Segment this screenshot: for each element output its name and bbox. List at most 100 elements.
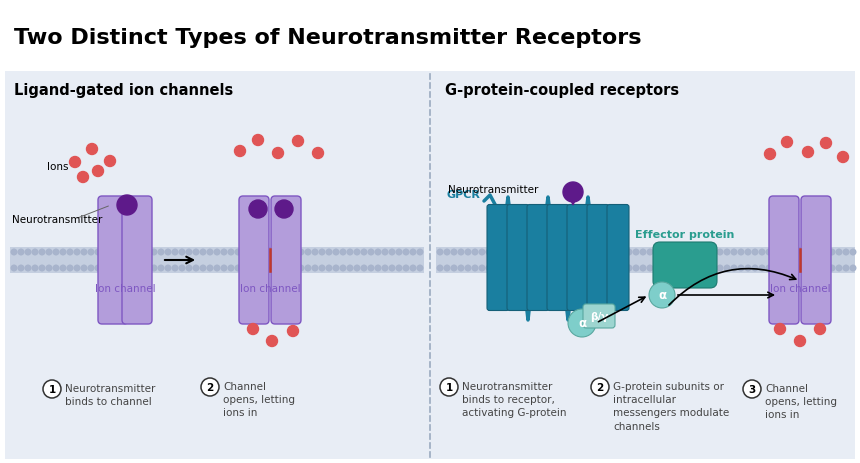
Circle shape — [556, 266, 562, 271]
Circle shape — [612, 250, 617, 255]
Circle shape — [599, 250, 604, 255]
Text: 1: 1 — [445, 382, 452, 392]
Circle shape — [102, 266, 108, 271]
Circle shape — [599, 266, 604, 271]
FancyBboxPatch shape — [10, 247, 424, 274]
Circle shape — [187, 266, 192, 271]
Circle shape — [123, 250, 129, 255]
Circle shape — [74, 266, 80, 271]
Circle shape — [89, 250, 94, 255]
Circle shape — [201, 378, 219, 396]
Circle shape — [312, 266, 318, 271]
FancyBboxPatch shape — [98, 197, 128, 324]
Text: Channel
opens, letting
ions in: Channel opens, letting ions in — [223, 381, 295, 418]
Circle shape — [563, 266, 568, 271]
Circle shape — [766, 266, 771, 271]
Circle shape — [605, 266, 611, 271]
Circle shape — [661, 266, 666, 271]
Circle shape — [25, 250, 31, 255]
Circle shape — [472, 266, 478, 271]
Circle shape — [368, 266, 374, 271]
Text: Two Distinct Types of Neurotransmitter Receptors: Two Distinct Types of Neurotransmitter R… — [14, 28, 642, 48]
Text: β/γ: β/γ — [590, 311, 608, 321]
Circle shape — [292, 136, 304, 147]
Circle shape — [116, 266, 122, 271]
Circle shape — [40, 250, 45, 255]
Circle shape — [32, 266, 38, 271]
Circle shape — [138, 266, 143, 271]
Circle shape — [752, 250, 758, 255]
Circle shape — [270, 250, 276, 255]
Circle shape — [851, 266, 856, 271]
Circle shape — [437, 250, 443, 255]
Circle shape — [563, 250, 568, 255]
Circle shape — [843, 250, 849, 255]
Circle shape — [493, 266, 499, 271]
Circle shape — [458, 266, 464, 271]
Circle shape — [802, 266, 807, 271]
Circle shape — [249, 266, 255, 271]
Circle shape — [626, 250, 632, 255]
Circle shape — [284, 250, 290, 255]
Circle shape — [347, 250, 353, 255]
Circle shape — [249, 250, 255, 255]
Circle shape — [130, 250, 136, 255]
Text: Ion channel: Ion channel — [95, 283, 156, 294]
Circle shape — [780, 250, 786, 255]
Circle shape — [410, 250, 415, 255]
Text: G-protein subunits or
intracellular
messengers modulate
channels: G-protein subunits or intracellular mess… — [613, 381, 729, 431]
Circle shape — [298, 266, 304, 271]
Circle shape — [60, 266, 66, 271]
Circle shape — [486, 250, 492, 255]
Circle shape — [403, 250, 408, 255]
Circle shape — [743, 380, 761, 398]
Circle shape — [731, 266, 737, 271]
Circle shape — [165, 250, 171, 255]
Circle shape — [319, 250, 325, 255]
Circle shape — [263, 250, 269, 255]
Circle shape — [144, 266, 150, 271]
Circle shape — [697, 250, 702, 255]
Circle shape — [675, 266, 681, 271]
Circle shape — [829, 266, 835, 271]
Circle shape — [550, 250, 555, 255]
Circle shape — [361, 266, 367, 271]
Circle shape — [795, 336, 806, 347]
Circle shape — [256, 266, 261, 271]
Circle shape — [81, 266, 87, 271]
Circle shape — [584, 266, 590, 271]
Circle shape — [390, 266, 395, 271]
Circle shape — [550, 266, 555, 271]
Circle shape — [93, 166, 103, 177]
Circle shape — [661, 250, 666, 255]
Circle shape — [214, 250, 220, 255]
Text: Effector protein: Effector protein — [636, 230, 734, 239]
Circle shape — [815, 266, 820, 271]
Circle shape — [117, 195, 137, 216]
Circle shape — [794, 266, 800, 271]
Circle shape — [542, 266, 548, 271]
Circle shape — [465, 266, 470, 271]
FancyBboxPatch shape — [567, 205, 589, 311]
FancyBboxPatch shape — [653, 243, 717, 288]
Circle shape — [501, 250, 506, 255]
Text: 3: 3 — [748, 384, 756, 394]
Circle shape — [782, 137, 793, 148]
Circle shape — [326, 250, 332, 255]
Circle shape — [820, 138, 832, 149]
Circle shape — [200, 250, 206, 255]
Circle shape — [738, 266, 744, 271]
Circle shape — [577, 266, 583, 271]
Circle shape — [341, 250, 346, 255]
Text: 2: 2 — [596, 382, 604, 392]
Circle shape — [11, 266, 17, 271]
Circle shape — [403, 266, 408, 271]
Circle shape — [493, 250, 499, 255]
Circle shape — [465, 250, 470, 255]
Circle shape — [528, 250, 534, 255]
Circle shape — [151, 250, 157, 255]
FancyBboxPatch shape — [487, 205, 509, 311]
Circle shape — [273, 148, 284, 159]
Circle shape — [275, 200, 293, 219]
Text: Ion channel: Ion channel — [240, 283, 300, 294]
